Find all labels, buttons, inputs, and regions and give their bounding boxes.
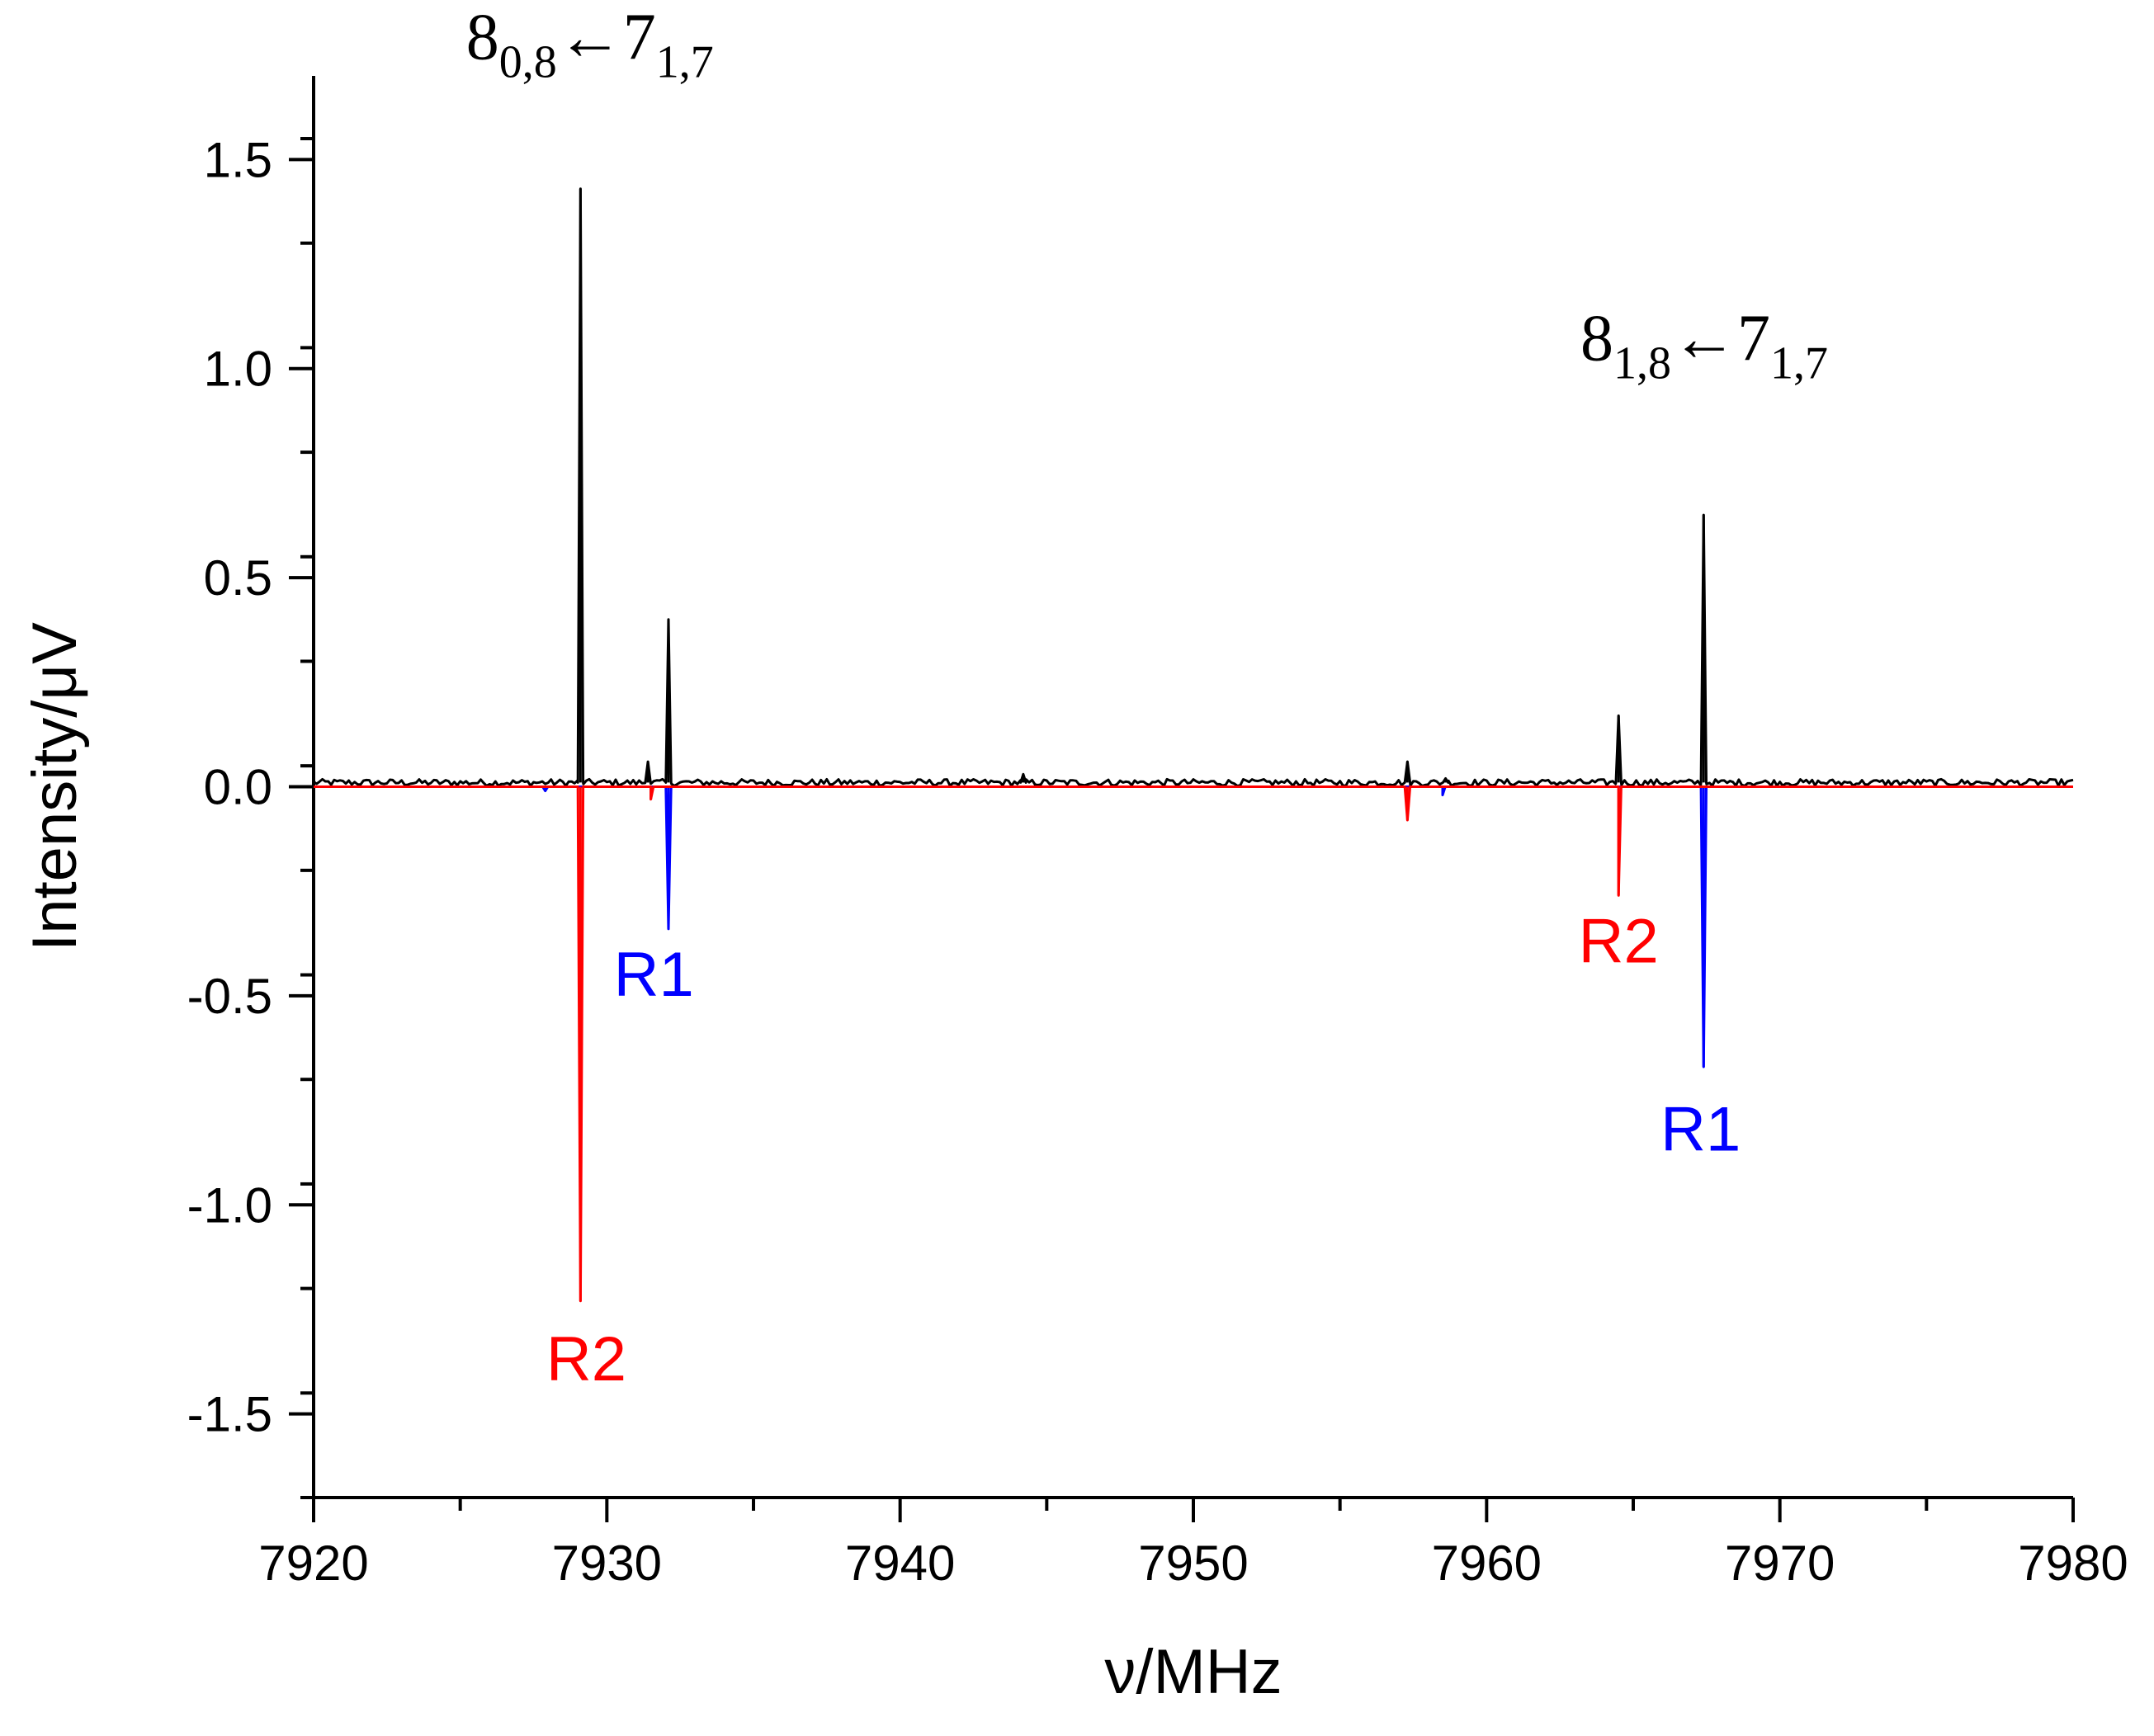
- x-tick-label: 7970: [1725, 1536, 1835, 1591]
- transition-part-arrow: ←: [557, 2, 623, 74]
- x-axis-ticks: 7920 7930 7940 7950 7960 7970 7980: [258, 1498, 2128, 1591]
- y-tick-label: 1.0: [204, 342, 272, 397]
- x-tick-label: 7960: [1432, 1536, 1542, 1591]
- y-tick-label: 0.5: [204, 550, 272, 606]
- assignment-label-r1-left: R1: [614, 940, 694, 1010]
- assignment-label-r2-right: R2: [1579, 906, 1659, 976]
- transition-808: 80,8←71,7: [466, 2, 714, 88]
- x-tick-label: 7980: [2018, 1536, 2128, 1591]
- series-line-r2: [314, 785, 2073, 1303]
- y-tick-label: -0.5: [187, 969, 272, 1024]
- assignment-label-r2-left: R2: [546, 1324, 626, 1394]
- transition-818: 81,8←71,7: [1580, 303, 1828, 389]
- y-tick-label: -1.0: [187, 1177, 272, 1233]
- series-layer: [313, 187, 2074, 1303]
- x-axis-title: ν/MHz: [1104, 1637, 1282, 1707]
- transition-part-main2: 7: [623, 2, 656, 74]
- y-axis-title: Intensity/μV: [20, 622, 90, 951]
- y-tick-label: 1.5: [204, 132, 272, 187]
- transition-part-sub2: 1,7: [656, 37, 714, 88]
- transition-part-main: 8: [1580, 303, 1613, 375]
- transition-part-arrow: ←: [1671, 303, 1737, 375]
- transition-part-main: 8: [466, 2, 499, 74]
- series-line-experimental: [313, 187, 2074, 787]
- x-tick-label: 7940: [845, 1536, 955, 1591]
- transition-part-main2: 7: [1737, 303, 1770, 375]
- y-axis-ticks: -1.5 -1.0 -0.5 0.0 0.5 1.0 1.5: [187, 132, 314, 1499]
- annotation-layer: R2 R1 R2 R1: [546, 906, 1741, 1394]
- x-tick-label: 7950: [1138, 1536, 1248, 1591]
- assignment-label-r1-right: R1: [1660, 1094, 1741, 1164]
- transition-part-sub2: 1,7: [1770, 338, 1828, 389]
- transition-part-sub1: 1,8: [1613, 338, 1671, 389]
- x-tick-label: 7920: [258, 1536, 368, 1591]
- y-tick-label: -1.5: [187, 1387, 272, 1442]
- y-tick-label: 0.0: [204, 760, 272, 815]
- transition-layer: 80,8←71,781,8←71,7: [466, 2, 1828, 389]
- transition-part-sub1: 0,8: [499, 37, 557, 88]
- x-tick-label: 7930: [552, 1536, 662, 1591]
